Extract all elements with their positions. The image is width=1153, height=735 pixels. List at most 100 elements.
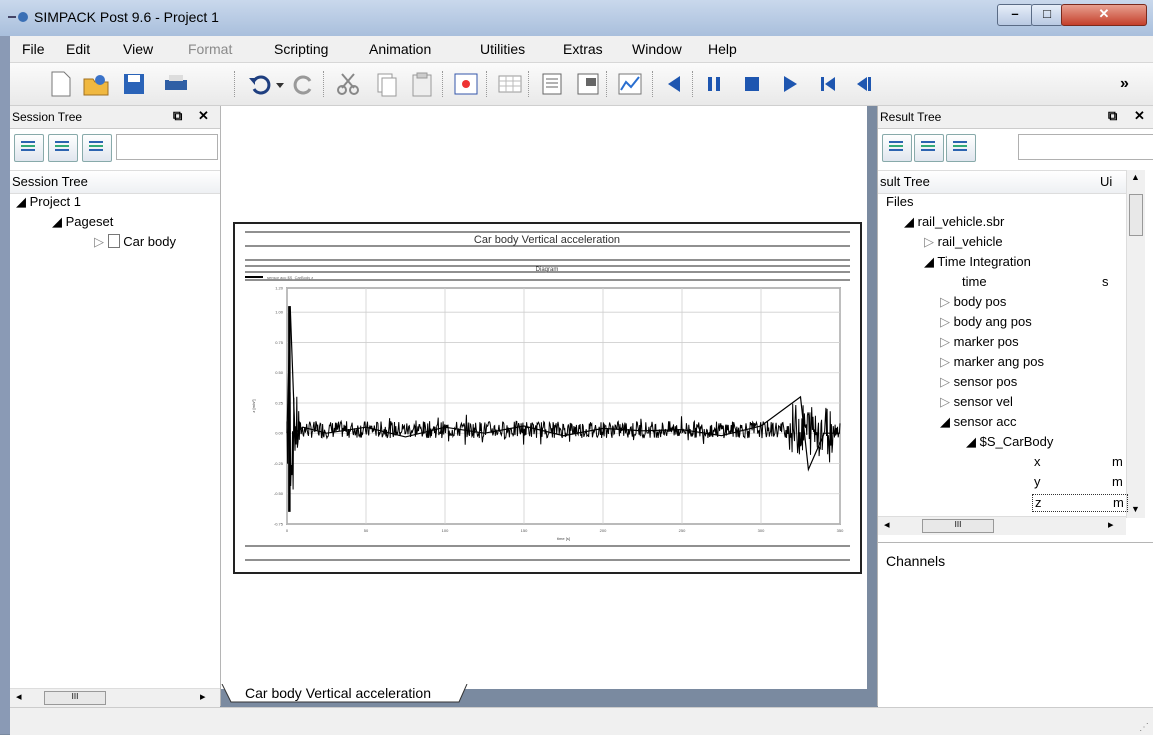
menu-file[interactable]: File	[22, 41, 45, 57]
pause-icon[interactable]	[700, 70, 728, 98]
paste-icon[interactable]	[408, 70, 436, 98]
diagram-title: Car body Vertical acceleration	[474, 234, 620, 246]
tree-filter-input[interactable]	[116, 134, 218, 160]
tree-node-pageset[interactable]: ◢ Pageset	[52, 214, 113, 230]
undo-dropdown-icon[interactable]	[272, 70, 288, 98]
toolbar-overflow-button[interactable]: »	[1120, 75, 1129, 92]
close-panel-icon[interactable]: ✕	[1134, 108, 1145, 123]
tree-node-sensor-pos[interactable]: ▷ sensor pos	[940, 374, 1017, 390]
scroll-up-icon[interactable]: ▲	[1131, 172, 1140, 182]
open-folder-icon[interactable]	[82, 70, 110, 98]
menu-window[interactable]: Window	[632, 41, 682, 57]
scroll-left-icon[interactable]: ◂	[16, 691, 22, 703]
toolbar-separator	[528, 71, 533, 97]
scroll-right-icon[interactable]: ▸	[1108, 519, 1114, 531]
menu-format[interactable]: Format	[188, 41, 233, 57]
step-back-icon[interactable]	[660, 70, 688, 98]
redo-icon[interactable]	[290, 70, 318, 98]
tree-column-header[interactable]: Session Tree	[10, 170, 220, 194]
go-first-icon[interactable]	[814, 70, 842, 98]
node-label: Car body	[123, 234, 176, 249]
float-panel-icon[interactable]: ⧉	[1108, 108, 1118, 123]
unit-label: s	[1102, 274, 1109, 289]
tree-node-x[interactable]: x	[1034, 454, 1041, 469]
diagram-svg: Car body Vertical acceleration Diagram sen…	[245, 231, 850, 561]
menu-utilities[interactable]: Utilities	[480, 41, 526, 57]
collapse-tree-button[interactable]	[882, 134, 912, 162]
maximize-button[interactable]: □	[1031, 4, 1063, 26]
channels-title: Channels	[886, 553, 946, 569]
previous-frame-icon[interactable]	[848, 70, 876, 98]
tree-node-project[interactable]: ◢ Project 1	[16, 194, 81, 210]
menu-scripting[interactable]: Scripting	[274, 41, 329, 57]
vertical-scrollbar[interactable]: ▲ ▼	[1126, 170, 1145, 518]
table-icon[interactable]	[496, 70, 524, 98]
tree-node-marker-pos[interactable]: ▷ marker pos	[940, 334, 1019, 350]
tree-node-marker-ang-pos[interactable]: ▷ marker ang pos	[940, 354, 1044, 370]
scroll-thumb[interactable]: III	[922, 519, 994, 533]
tree-node-body-pos[interactable]: ▷ body pos	[940, 294, 1006, 310]
save-icon[interactable]	[120, 70, 148, 98]
undo-icon[interactable]	[246, 70, 274, 98]
tab-car-body[interactable]: Car body Vertical acceleration	[221, 684, 479, 706]
expand-tree-button[interactable]	[914, 134, 944, 162]
collapsed-arrow-icon: ▷	[924, 234, 934, 249]
collapse-tree-button[interactable]	[14, 134, 44, 162]
close-panel-icon[interactable]: ✕	[198, 108, 209, 123]
tree-node-y[interactable]: y	[1034, 474, 1041, 489]
new-document-icon[interactable]	[46, 70, 74, 98]
scroll-left-icon[interactable]: ◂	[884, 519, 890, 531]
menu-help[interactable]: Help	[708, 41, 737, 57]
cut-icon[interactable]	[334, 70, 362, 98]
unit-label: m	[1113, 495, 1124, 510]
expand-all-button[interactable]	[82, 134, 112, 162]
tree-node-time-integration[interactable]: ◢ Time Integration	[924, 254, 1031, 270]
expanded-arrow-icon: ◢	[52, 214, 62, 229]
tree-node-sensor-vel[interactable]: ▷ sensor vel	[940, 394, 1013, 410]
float-panel-icon[interactable]: ⧉	[173, 108, 183, 123]
tree-node-body-ang-pos[interactable]: ▷ body ang pos	[940, 314, 1032, 330]
diagram-icon[interactable]	[616, 70, 644, 98]
menu-extras[interactable]: Extras	[563, 41, 603, 57]
page-layout-icon[interactable]	[574, 70, 602, 98]
result-tree-panel: Result Tree ⧉ ✕ sult Tree Ui ▲ ▼ Files ◢…	[877, 106, 1153, 707]
report-icon[interactable]	[538, 70, 566, 98]
tree-filter-input[interactable]	[1018, 134, 1153, 160]
expand-tree-button[interactable]	[48, 134, 78, 162]
tree-node-time[interactable]: time	[962, 274, 987, 289]
close-button[interactable]: ✕	[1061, 4, 1147, 26]
horizontal-scrollbar[interactable]: ◂ III ▸	[10, 688, 220, 707]
tree-node-sensor-acc[interactable]: ◢ sensor acc	[940, 414, 1017, 430]
collapsed-arrow-icon: ▷	[94, 234, 104, 249]
play-icon[interactable]	[776, 70, 804, 98]
scroll-down-icon[interactable]: ▼	[1131, 504, 1140, 514]
y-tick-label: -0.50	[274, 491, 284, 496]
tree-column-header[interactable]: sult Tree Ui	[878, 170, 1126, 194]
copy-icon[interactable]	[372, 70, 400, 98]
minimize-button[interactable]: –	[997, 4, 1033, 26]
resize-grip-icon[interactable]: ⋰	[1139, 722, 1149, 733]
menu-view[interactable]: View	[123, 41, 154, 57]
scroll-thumb[interactable]	[1129, 194, 1143, 236]
fit-view-icon[interactable]	[452, 70, 480, 98]
tree-node-files[interactable]: Files	[886, 194, 914, 209]
tree-node-sbr-file[interactable]: ◢ rail_vehicle.sbr	[904, 214, 1004, 230]
tree-node-car-body[interactable]: ▷ Car body	[94, 234, 176, 250]
expand-all-button[interactable]	[946, 134, 976, 162]
toolbar-separator	[442, 71, 447, 97]
node-label: marker pos	[953, 334, 1019, 349]
menu-animation[interactable]: Animation	[369, 41, 432, 57]
node-label: $S_CarBody	[979, 434, 1054, 449]
print-icon[interactable]	[162, 70, 190, 98]
tree-node-rail-vehicle[interactable]: ▷ rail_vehicle	[924, 234, 1003, 250]
scroll-right-icon[interactable]: ▸	[200, 691, 206, 703]
horizontal-scrollbar[interactable]: ◂ III ▸	[878, 516, 1126, 535]
stop-icon[interactable]	[738, 70, 766, 98]
y-tick-label: 0.50	[275, 370, 284, 375]
unit-label: m	[1112, 474, 1123, 489]
y-tick-label: -0.75	[274, 522, 284, 527]
tree-node-carbody[interactable]: ◢ $S_CarBody	[966, 434, 1053, 450]
scroll-thumb[interactable]: III	[44, 691, 106, 705]
menu-edit[interactable]: Edit	[66, 41, 91, 57]
